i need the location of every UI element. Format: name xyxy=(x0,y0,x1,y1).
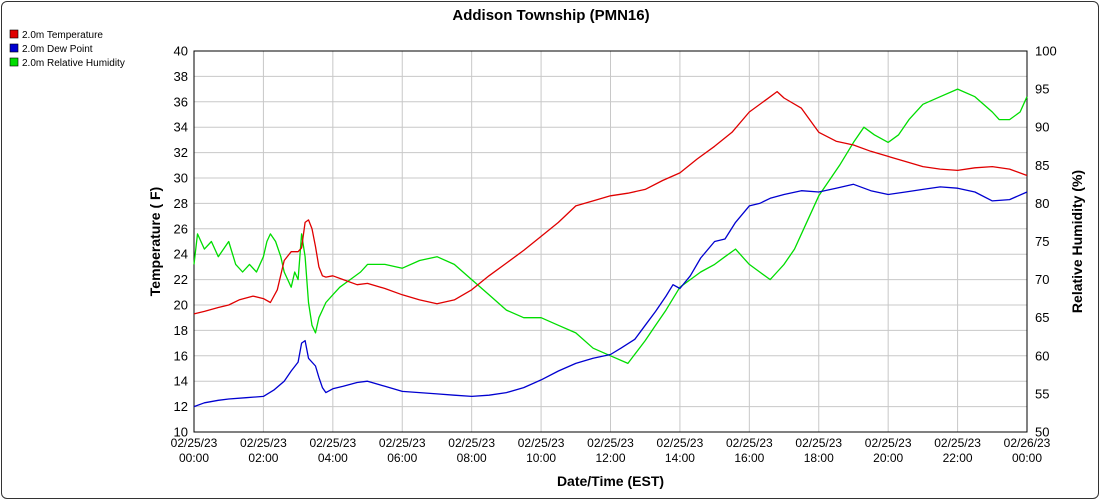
x-tick-time: 18:00 xyxy=(804,451,834,465)
x-tick-time: 00:00 xyxy=(1012,451,1042,465)
legend-swatch xyxy=(9,43,19,53)
y-left-tick-label: 26 xyxy=(174,221,188,236)
y-axis-right-label: Relative Humidity (%) xyxy=(1069,170,1085,313)
x-tick-date: 02/25/23 xyxy=(309,436,356,450)
x-tick-time: 08:00 xyxy=(457,451,487,465)
x-tick-date: 02/25/23 xyxy=(171,436,218,450)
y-axis-left-label: Temperature ( F) xyxy=(147,187,163,296)
legend-swatch xyxy=(9,57,19,67)
y-left-tick-label: 32 xyxy=(174,145,188,160)
y-left-tick-label: 10 xyxy=(174,425,188,440)
y-right-tick-label: 60 xyxy=(1035,348,1049,363)
series-line-2-0m-dew-point xyxy=(193,183,1028,408)
legend: 2.0m Temperature 2.0m Dew Point 2.0m Relat… xyxy=(9,29,125,69)
x-tick-date: 02/25/23 xyxy=(379,436,426,450)
legend-swatch xyxy=(9,29,19,39)
legend-label: 2.0m Relative Humidity xyxy=(22,58,125,69)
x-tick-time: 22:00 xyxy=(943,451,973,465)
x-tick-time: 12:00 xyxy=(595,451,625,465)
x-tick-date: 02/25/23 xyxy=(726,436,773,450)
y-right-tick-label: 80 xyxy=(1035,196,1049,211)
series-line-2-0m-temperature xyxy=(193,90,1028,315)
x-tick-date: 02/25/23 xyxy=(518,436,565,450)
grid xyxy=(193,50,1028,433)
x-axis-ticks: 02/25/2300:0002/25/2302:0002/25/2304:000… xyxy=(171,436,1051,465)
y-right-tick-label: 65 xyxy=(1035,310,1049,325)
x-tick-date: 02/25/23 xyxy=(657,436,704,450)
x-tick-time: 04:00 xyxy=(318,451,348,465)
series-line-2-0m-relative-humidity xyxy=(193,88,1028,365)
y-axis-right-ticks: 50 55 60 65 70 75 80 85 90 95 100 xyxy=(1035,44,1057,440)
legend-label: 2.0m Temperature xyxy=(22,30,103,41)
y-left-tick-label: 30 xyxy=(174,171,188,186)
y-left-tick-label: 24 xyxy=(174,247,188,262)
y-left-tick-label: 22 xyxy=(174,272,188,287)
x-tick-date: 02/25/23 xyxy=(240,436,287,450)
series-layer xyxy=(193,88,1028,408)
x-tick-time: 14:00 xyxy=(665,451,695,465)
x-tick-date: 02/25/23 xyxy=(934,436,981,450)
y-left-tick-label: 34 xyxy=(174,120,188,135)
y-right-tick-label: 70 xyxy=(1035,272,1049,287)
x-tick-time: 00:00 xyxy=(179,451,209,465)
chart-title: Addison Township (PMN16) xyxy=(452,7,649,24)
y-axis-left-ticks: 10 12 14 16 18 20 22 24 26 28 30 32 34 36 38 40 xyxy=(174,44,188,440)
y-right-tick-label: 90 xyxy=(1035,120,1049,135)
y-left-tick-label: 28 xyxy=(174,196,188,211)
x-tick-date: 02/26/23 xyxy=(1004,436,1051,450)
y-right-tick-label: 100 xyxy=(1035,44,1057,59)
y-right-tick-label: 75 xyxy=(1035,234,1049,249)
y-right-tick-label: 85 xyxy=(1035,158,1049,173)
x-tick-time: 02:00 xyxy=(248,451,278,465)
x-tick-date: 02/25/23 xyxy=(587,436,634,450)
y-left-tick-label: 12 xyxy=(174,399,188,414)
plot-area xyxy=(193,50,1028,433)
y-left-tick-label: 38 xyxy=(174,69,188,84)
y-left-tick-label: 18 xyxy=(174,323,188,338)
x-tick-time: 16:00 xyxy=(734,451,764,465)
x-tick-time: 06:00 xyxy=(387,451,417,465)
y-right-tick-label: 95 xyxy=(1035,82,1049,97)
y-left-tick-label: 36 xyxy=(174,94,188,109)
y-right-tick-label: 50 xyxy=(1035,425,1049,440)
y-left-tick-label: 16 xyxy=(174,348,188,363)
legend-label: 2.0m Dew Point xyxy=(22,44,93,55)
x-tick-date: 02/25/23 xyxy=(795,436,842,450)
y-left-tick-label: 20 xyxy=(174,298,188,313)
x-axis-label: Date/Time (EST) xyxy=(557,473,664,489)
y-left-tick-label: 14 xyxy=(174,374,188,389)
y-right-tick-label: 55 xyxy=(1035,386,1049,401)
x-tick-time: 10:00 xyxy=(526,451,556,465)
x-tick-time: 20:00 xyxy=(873,451,903,465)
y-left-tick-label: 40 xyxy=(174,44,188,59)
x-tick-date: 02/25/23 xyxy=(448,436,495,450)
x-tick-date: 02/25/23 xyxy=(865,436,912,450)
